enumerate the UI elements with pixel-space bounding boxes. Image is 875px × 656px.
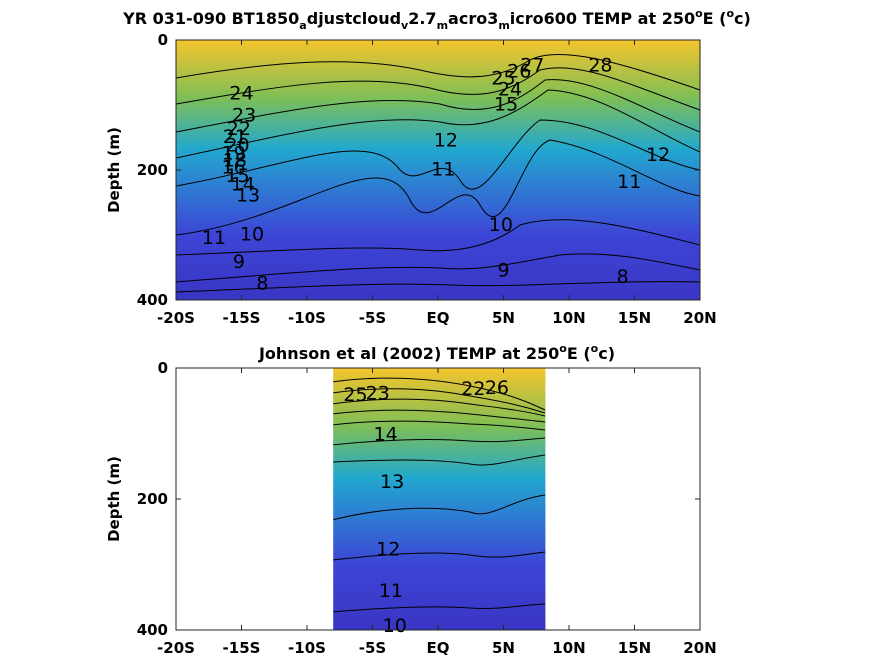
contour-label: 12 [646,144,670,166]
y-tick-label: 400 [137,291,168,309]
contour-label: 14 [231,173,255,195]
y-tick-label: 400 [137,621,168,639]
x-tick-label: -20S [157,309,195,327]
x-tick-label: EQ [427,639,450,656]
contour-label: 15 [494,94,518,116]
x-tick-label: -20S [157,639,195,656]
contour-label: 21 [223,126,247,148]
contour-label: 10 [383,615,407,637]
x-tick-label: -5S [359,639,386,656]
contour-label: 25 [343,384,367,406]
contour-line [333,437,546,446]
contour-label: 8 [617,266,629,288]
top-panel-title: YR 031-090 BT1850adjustcloudv2.7macro3mi… [122,7,751,32]
x-tick-label: 5N [492,309,515,327]
y-tick-label: 0 [158,31,168,49]
contour-label: 18 [223,149,247,171]
x-tick-label: 10N [552,309,585,327]
contour-label: 20 [225,134,249,156]
contour-label: 8 [256,272,268,294]
contour-label: 24 [498,79,522,101]
contour-line [333,494,546,521]
contour-line [333,551,546,561]
bottom-axes: -20S -15S -10S -5S EQ 5N 10N 15N 20N 0 200 400 [137,359,717,656]
contour-label: 22 [461,378,485,400]
contour-label: 23 [366,383,390,405]
top-y-axis-label: Depth (m) [105,127,123,213]
contour-line [333,398,546,417]
bottom-panel-title: Johnson et al (2002) TEMP at 250oE (oc) [258,342,615,363]
x-tick-label: -15S [223,309,261,327]
contour-label: 24 [229,82,253,104]
contour-line [176,139,700,236]
contour-label: 14 [374,423,398,445]
temperature-fill [333,368,546,630]
y-tick-label: 200 [137,490,168,508]
contour-label: 26 [485,377,509,399]
bottom-y-axis-label: Depth (m) [105,456,123,542]
contour-label: 9 [497,259,509,281]
top-temperature-field [176,40,700,300]
x-tick-label: 5N [492,639,515,656]
contour-line [333,388,546,414]
contour-label: 23 [232,105,256,127]
contour-label: 16 [222,157,246,179]
contour-line [333,409,546,423]
temperature-fill [176,40,700,300]
contour-line [333,454,546,466]
contour-line [333,603,546,613]
contour-label: 12 [376,539,400,561]
x-tick-label: 15N [618,309,651,327]
contour-line [176,119,700,190]
contour-line [176,219,700,256]
bottom-contour-lines [333,377,546,613]
contour-line [176,281,700,293]
contour-label: 11 [202,227,226,249]
top-contour-lines [176,53,700,293]
contour-label: 15 [225,165,249,187]
contour-line [176,53,700,91]
contour-line [176,67,700,111]
bottom-temperature-field [333,368,546,630]
top-panel: YR 031-090 BT1850adjustcloudv2.7macro3mi… [105,7,751,327]
contour-label: 11 [379,580,403,602]
contour-label: 27 [520,55,544,77]
contour-label: 13 [236,185,260,207]
y-tick-label: 0 [158,359,168,377]
contour-label: 19 [222,142,246,164]
contour-line [176,79,700,133]
x-tick-label: 15N [618,639,651,656]
contour-line [333,420,546,431]
x-tick-label: -15S [223,639,261,656]
contour-label: 10 [240,224,264,246]
contour-label: 25 [491,68,515,90]
bottom-panel: Johnson et al (2002) TEMP at 250oE (oc) … [105,342,717,656]
x-tick-label: 10N [552,639,585,656]
x-tick-label: -10S [288,309,326,327]
contour-line [176,89,700,159]
contour-line [333,377,546,411]
y-tick-label: 200 [137,161,168,179]
contour-label: 11 [431,159,455,181]
x-tick-label: 20N [683,639,716,656]
contour-label: 9 [233,251,245,273]
contour-label: 13 [380,471,404,493]
contour-label: 12 [434,129,458,151]
contour-label: 10 [489,214,513,236]
contour-label: 11 [617,171,641,193]
x-tick-label: -5S [359,309,386,327]
x-tick-label: EQ [427,309,450,327]
contour-label: 22 [227,118,251,140]
contour-line [176,253,700,283]
x-tick-label: 20N [683,309,716,327]
top-axes: -20S -15S -10S -5S EQ 5N 10N 15N 20N 0 200 400 [137,31,717,327]
contour-label: 26 [507,60,531,82]
x-tick-label: -10S [288,639,326,656]
top-contour-labels: 2827262524242322212019181615141315121110… [202,55,670,295]
contour-label: 28 [588,55,612,77]
